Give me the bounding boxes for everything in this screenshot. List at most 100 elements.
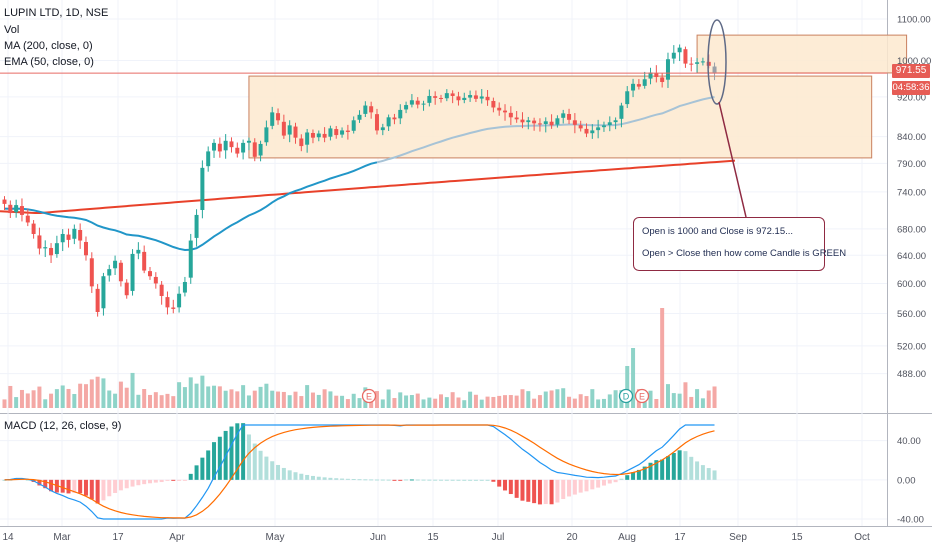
candle-body (712, 66, 717, 73)
volume-bar (712, 386, 717, 408)
price-axis-label: 1000.00 (897, 56, 931, 67)
zone-rect (248, 75, 873, 159)
volume-bar (177, 382, 182, 408)
candle-body (340, 130, 345, 135)
legend-volume[interactable]: Vol (4, 24, 20, 36)
time-axis-label: 17 (674, 532, 686, 543)
candle-body (287, 125, 292, 135)
macd-histogram-bar (415, 479, 420, 481)
volume-bar (421, 399, 426, 408)
annotation-callout[interactable]: Open is 1000 and Close is 972.15... Open… (633, 217, 846, 271)
macd-axis-label: 40.00 (897, 436, 921, 447)
volume-bar (567, 396, 572, 408)
macd-histogram-bar (78, 479, 83, 494)
legend-symbol[interactable]: LUPIN LTD, 1D, NSE (4, 7, 109, 19)
time-axis-label: Jun (370, 532, 386, 543)
candle-body (49, 247, 54, 256)
candle-body (54, 243, 59, 255)
macd-histogram-bar (66, 479, 71, 494)
macd-axis-label: 0.00 (897, 475, 916, 486)
price-axis-label: 790.00 (897, 159, 926, 170)
macd-histogram-bar (503, 479, 508, 491)
candle-body (177, 293, 182, 308)
candle-body (543, 121, 548, 125)
candle-body (386, 117, 391, 127)
candle-body (206, 151, 211, 167)
macd-histogram-bar (270, 461, 275, 480)
legend-macd[interactable]: MACD (12, 26, close, 9) (4, 420, 122, 432)
macd-histogram-bar (433, 479, 438, 481)
legend-ema[interactable]: EMA (50, close, 0) (4, 56, 94, 68)
time-axis-label: Mar (53, 532, 71, 543)
volume-bar (555, 389, 560, 408)
macd-histogram-bar (642, 466, 647, 480)
volume-bar (212, 385, 217, 408)
candle-body (625, 91, 630, 105)
macd-histogram-bar (287, 470, 292, 480)
volume-bar (671, 393, 676, 408)
volume-bar (601, 398, 606, 408)
volume-bar (596, 399, 601, 408)
candle-body (171, 307, 176, 309)
volume-bar (415, 393, 420, 408)
volume-bar (270, 390, 275, 408)
volume-bar (526, 391, 531, 408)
candle-body (345, 130, 350, 132)
candle-body (328, 128, 333, 137)
macd-histogram-bar (25, 479, 30, 481)
price-axis-label: 740.00 (897, 187, 926, 198)
macd-histogram-bar (351, 479, 356, 481)
volume-bar (305, 385, 310, 408)
time-axis-label: 14 (2, 532, 14, 543)
candle-body (514, 117, 519, 120)
volume-bar (241, 385, 246, 408)
candle-body (572, 120, 577, 125)
legend-ma[interactable]: MA (200, close, 0) (4, 40, 93, 52)
volume-bar (706, 390, 711, 408)
macd-histogram-bar (136, 479, 141, 486)
time-axis-label: 15 (427, 532, 439, 543)
candle-body (19, 206, 24, 215)
macd-histogram-bar (404, 479, 409, 481)
volume-bar (450, 392, 455, 408)
macd-histogram-bar (246, 434, 251, 480)
macd-histogram-bar (212, 442, 217, 480)
event-marker (618, 388, 634, 404)
macd-histogram-bar (555, 479, 560, 503)
macd-histogram-bar (37, 479, 42, 486)
candle-body (695, 62, 700, 64)
macd-histogram-bar (392, 479, 397, 481)
macd-histogram-bar (107, 479, 112, 497)
volume-bar (223, 390, 228, 408)
candle-body (567, 113, 572, 120)
macd-histogram-bar (491, 479, 496, 482)
macd-histogram-bar (648, 462, 653, 480)
candle-body (421, 103, 426, 105)
volume-bar (107, 390, 112, 408)
volume-bar (683, 382, 688, 408)
candle-body (252, 142, 257, 157)
last-price-tag: 971.55 (892, 64, 930, 78)
volume-bar (334, 395, 339, 408)
volume-bar (148, 394, 152, 408)
candle-body (665, 59, 670, 80)
candle-body (130, 253, 135, 291)
macd-histogram-bar (130, 479, 135, 487)
time-axis-label: Oct (854, 532, 870, 543)
macd-histogram-bar (229, 426, 234, 480)
volume-bar (258, 386, 263, 408)
macd-signal-line (4, 424, 715, 519)
macd-histogram-bar (380, 479, 385, 481)
candle-body (497, 107, 502, 111)
annotation-leader (718, 101, 747, 218)
volume-bar (83, 384, 88, 408)
candle-body (660, 77, 665, 83)
volume-bar (171, 396, 176, 408)
macd-histogram-bar (695, 461, 700, 480)
macd-histogram-bar (113, 479, 118, 493)
candle-body (25, 215, 30, 223)
volume-bar (25, 393, 30, 408)
macd-histogram-bar (148, 479, 152, 484)
candle-body (72, 228, 77, 239)
